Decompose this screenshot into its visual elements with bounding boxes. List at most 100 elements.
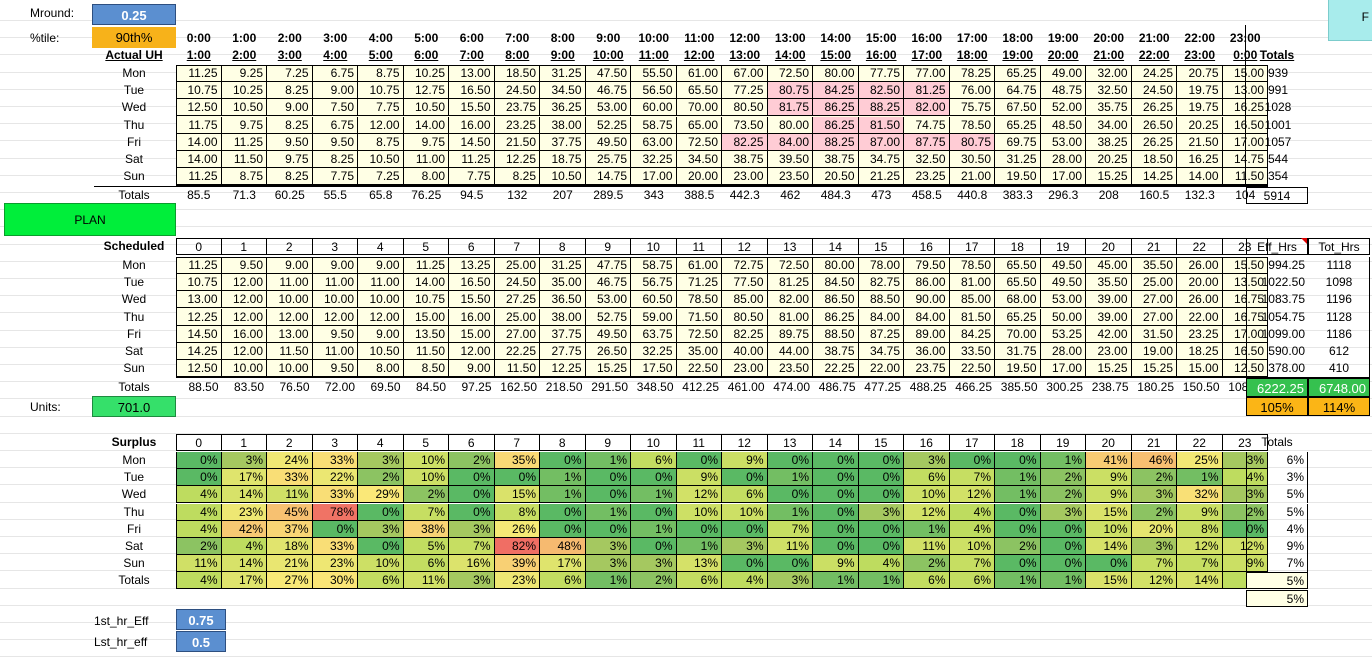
actual-cell[interactable]: 73.50 xyxy=(722,116,768,134)
actual-cell[interactable]: 10.25 xyxy=(221,82,267,100)
scheduled-cell[interactable]: 87.25 xyxy=(858,325,904,343)
actual-cell[interactable]: 84.25 xyxy=(813,82,859,100)
scheduled-cell[interactable]: 59.00 xyxy=(631,308,677,326)
actual-cell[interactable]: 24.50 xyxy=(1131,82,1177,100)
actual-cell[interactable]: 52.25 xyxy=(585,116,631,134)
actual-cell[interactable]: 20.75 xyxy=(1177,65,1223,82)
actual-cell[interactable]: 8.25 xyxy=(312,151,358,168)
scheduled-cell[interactable]: 16.00 xyxy=(449,308,495,326)
scheduled-cell[interactable]: 82.25 xyxy=(722,325,768,343)
actual-cell[interactable]: 72.50 xyxy=(676,133,722,151)
scheduled-cell[interactable]: 65.25 xyxy=(995,308,1041,326)
actual-cell[interactable]: 26.50 xyxy=(1131,116,1177,134)
scheduled-cell[interactable]: 13.50 xyxy=(403,325,449,343)
actual-cell[interactable]: 58.75 xyxy=(631,116,677,134)
actual-cell[interactable]: 12.50 xyxy=(176,99,222,117)
scheduled-cell[interactable]: 13.50 xyxy=(1222,274,1268,292)
actual-cell[interactable]: 32.50 xyxy=(1086,82,1132,100)
scheduled-cell[interactable]: 15.00 xyxy=(449,325,495,343)
scheduled-cell[interactable]: 14.00 xyxy=(403,274,449,292)
actual-cell[interactable]: 19.75 xyxy=(1177,99,1223,117)
actual-cell[interactable]: 49.50 xyxy=(585,133,631,151)
actual-cell[interactable]: 34.75 xyxy=(858,151,904,168)
scheduled-cell[interactable]: 53.25 xyxy=(1040,325,1086,343)
mround-input[interactable]: 0.25 xyxy=(92,4,176,25)
actual-cell[interactable]: 26.25 xyxy=(1131,99,1177,117)
scheduled-cell[interactable]: 22.00 xyxy=(858,360,904,378)
actual-cell[interactable]: 78.50 xyxy=(949,116,995,134)
scheduled-cell[interactable]: 53.00 xyxy=(585,291,631,309)
scheduled-cell[interactable]: 88.50 xyxy=(813,325,859,343)
actual-cell[interactable]: 16.25 xyxy=(1177,151,1223,168)
scheduled-cell[interactable]: 9.00 xyxy=(267,257,313,274)
scheduled-cell[interactable]: 52.75 xyxy=(585,308,631,326)
scheduled-cell[interactable]: 16.50 xyxy=(1222,343,1268,360)
actual-cell[interactable]: 11.25 xyxy=(449,151,495,168)
actual-cell[interactable]: 38.25 xyxy=(1086,133,1132,151)
scheduled-cell[interactable]: 25.00 xyxy=(494,257,540,274)
actual-cell[interactable]: 37.75 xyxy=(540,133,586,151)
actual-cell[interactable]: 9.75 xyxy=(403,133,449,151)
actual-cell[interactable]: 80.75 xyxy=(767,82,813,100)
first-hr-eff-input[interactable]: 0.75 xyxy=(176,609,226,630)
scheduled-cell[interactable]: 72.50 xyxy=(676,325,722,343)
scheduled-cell[interactable]: 31.75 xyxy=(995,343,1041,360)
scheduled-cell[interactable]: 11.00 xyxy=(358,274,404,292)
actual-cell[interactable]: 31.25 xyxy=(540,65,586,82)
actual-cell[interactable]: 7.25 xyxy=(358,168,404,186)
actual-cell[interactable]: 53.00 xyxy=(585,99,631,117)
scheduled-cell[interactable]: 9.00 xyxy=(358,325,404,343)
actual-cell[interactable]: 8.00 xyxy=(403,168,449,186)
scheduled-cell[interactable]: 56.75 xyxy=(631,274,677,292)
scheduled-cell[interactable]: 9.00 xyxy=(449,360,495,378)
scheduled-cell[interactable]: 33.50 xyxy=(949,343,995,360)
actual-cell[interactable]: 87.75 xyxy=(904,133,950,151)
actual-cell[interactable]: 10.25 xyxy=(403,65,449,82)
scheduled-cell[interactable]: 85.00 xyxy=(949,291,995,309)
actual-cell[interactable]: 84.00 xyxy=(767,133,813,151)
scheduled-cell[interactable]: 49.50 xyxy=(585,325,631,343)
scheduled-cell[interactable]: 15.25 xyxy=(1131,360,1177,378)
actual-cell[interactable]: 16.00 xyxy=(449,116,495,134)
scheduled-cell[interactable]: 49.50 xyxy=(1040,274,1086,292)
actual-cell[interactable]: 80.00 xyxy=(767,116,813,134)
actual-cell[interactable]: 15.25 xyxy=(1086,168,1132,186)
scheduled-cell[interactable]: 81.00 xyxy=(767,308,813,326)
actual-cell[interactable]: 9.50 xyxy=(267,133,313,151)
scheduled-cell[interactable]: 88.50 xyxy=(858,291,904,309)
actual-cell[interactable]: 26.25 xyxy=(1131,133,1177,151)
actual-cell[interactable]: 8.25 xyxy=(267,116,313,134)
scheduled-cell[interactable]: 68.00 xyxy=(995,291,1041,309)
actual-cell[interactable]: 81.75 xyxy=(767,99,813,117)
actual-cell[interactable]: 86.25 xyxy=(813,116,859,134)
actual-cell[interactable]: 64.75 xyxy=(995,82,1041,100)
scheduled-cell[interactable]: 26.00 xyxy=(1177,291,1223,309)
actual-cell[interactable]: 7.75 xyxy=(312,168,358,186)
scheduled-cell[interactable]: 12.50 xyxy=(1222,360,1268,378)
scheduled-cell[interactable]: 65.50 xyxy=(995,274,1041,292)
last-hr-eff-input[interactable]: 0.5 xyxy=(176,631,226,652)
actual-cell[interactable]: 9.50 xyxy=(312,133,358,151)
actual-cell[interactable]: 20.50 xyxy=(813,168,859,186)
scheduled-cell[interactable]: 16.50 xyxy=(449,274,495,292)
actual-cell[interactable]: 10.50 xyxy=(403,99,449,117)
actual-cell[interactable]: 14.00 xyxy=(176,133,222,151)
scheduled-cell[interactable]: 35.50 xyxy=(1086,274,1132,292)
scheduled-cell[interactable]: 15.00 xyxy=(403,308,449,326)
scheduled-cell[interactable]: 25.00 xyxy=(1131,274,1177,292)
actual-cell[interactable]: 67.50 xyxy=(995,99,1041,117)
scheduled-cell[interactable]: 22.50 xyxy=(949,360,995,378)
scheduled-cell[interactable]: 16.75 xyxy=(1222,291,1268,309)
scheduled-cell[interactable]: 39.00 xyxy=(1086,308,1132,326)
scheduled-cell[interactable]: 86.25 xyxy=(813,308,859,326)
scheduled-cell[interactable]: 11.50 xyxy=(403,343,449,360)
scheduled-cell[interactable]: 17.00 xyxy=(1222,325,1268,343)
actual-cell[interactable]: 65.00 xyxy=(676,116,722,134)
scheduled-cell[interactable]: 36.50 xyxy=(540,291,586,309)
plan-button[interactable]: PLAN xyxy=(4,203,176,236)
actual-cell[interactable]: 8.75 xyxy=(221,168,267,186)
actual-cell[interactable]: 75.75 xyxy=(949,99,995,117)
actual-cell[interactable]: 10.50 xyxy=(221,99,267,117)
actual-cell[interactable]: 9.00 xyxy=(267,99,313,117)
scheduled-cell[interactable]: 28.00 xyxy=(1040,343,1086,360)
